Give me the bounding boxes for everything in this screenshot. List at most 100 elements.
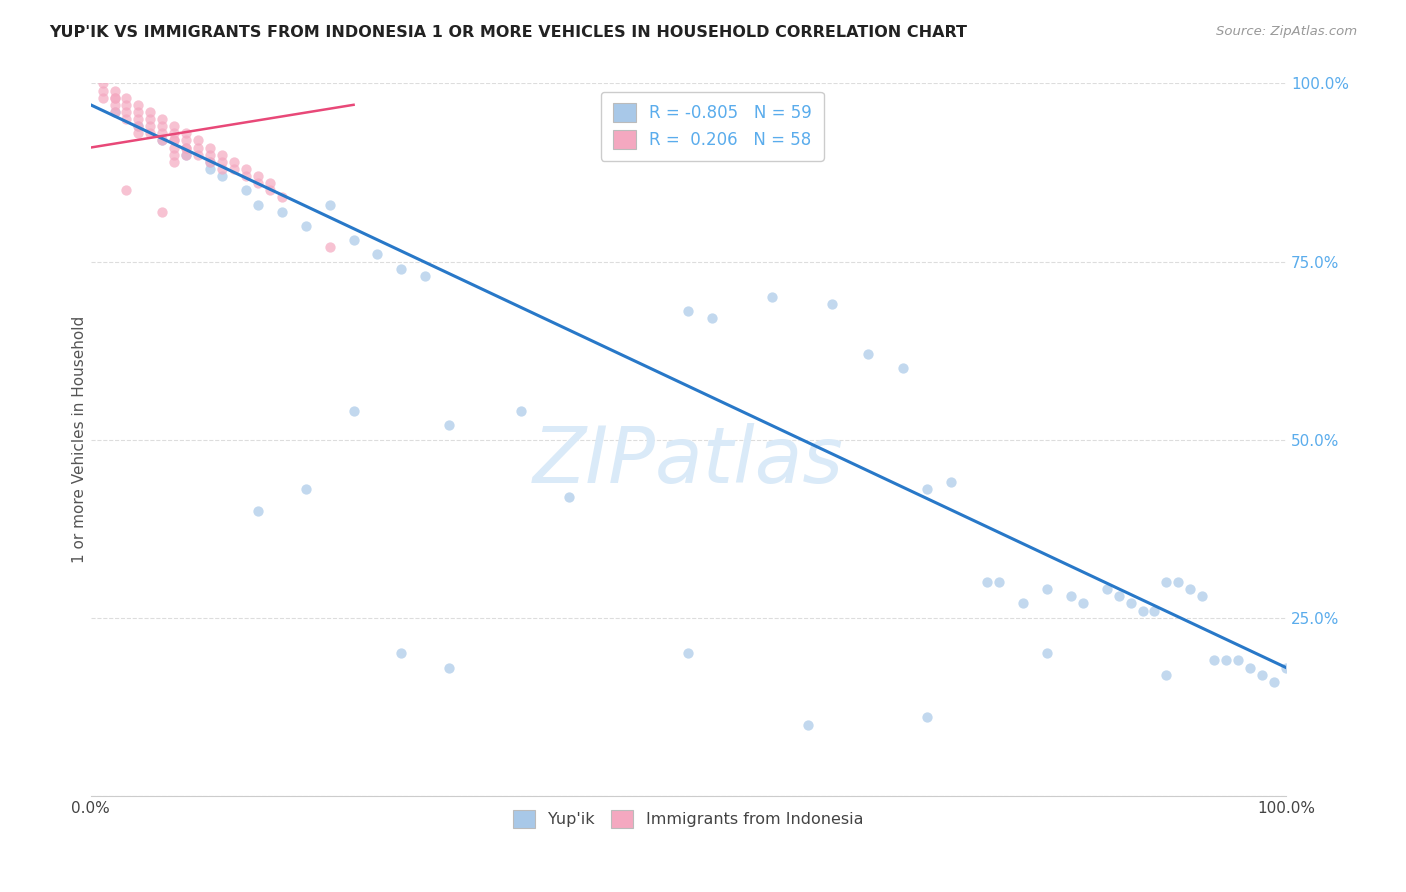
Point <box>1215 653 1237 667</box>
Point <box>976 575 998 590</box>
Point <box>163 133 186 147</box>
Point <box>139 104 162 119</box>
Point <box>366 247 388 261</box>
Point <box>127 119 149 133</box>
Point <box>1156 667 1178 681</box>
Point <box>678 304 700 318</box>
Point <box>150 112 173 126</box>
Point <box>893 361 915 376</box>
Point <box>342 404 364 418</box>
Point <box>198 147 221 161</box>
Point <box>270 204 292 219</box>
Point <box>246 197 269 211</box>
Point <box>761 290 783 304</box>
Point <box>439 660 461 674</box>
Point <box>1191 589 1213 603</box>
Point <box>187 133 209 147</box>
Point <box>1036 582 1059 597</box>
Point <box>389 646 412 660</box>
Point <box>163 147 186 161</box>
Point <box>198 154 221 169</box>
Point <box>91 77 114 91</box>
Point <box>510 404 533 418</box>
Point <box>246 504 269 518</box>
Point <box>91 91 114 105</box>
Point <box>1275 660 1298 674</box>
Point <box>1263 674 1285 689</box>
Legend: Yup'ik, Immigrants from Indonesia: Yup'ik, Immigrants from Indonesia <box>506 804 870 834</box>
Point <box>246 169 269 183</box>
Point <box>222 161 245 176</box>
Point <box>941 475 963 490</box>
Point <box>174 140 197 154</box>
Point <box>103 104 125 119</box>
Point <box>259 183 281 197</box>
Point <box>342 233 364 247</box>
Point <box>1108 589 1130 603</box>
Point <box>1143 603 1166 617</box>
Point <box>1227 653 1250 667</box>
Point <box>198 161 221 176</box>
Point <box>127 119 149 133</box>
Text: ZIPatlas: ZIPatlas <box>533 423 844 499</box>
Point <box>163 126 186 140</box>
Point <box>103 91 125 105</box>
Point <box>127 97 149 112</box>
Point <box>91 84 114 98</box>
Point <box>163 119 186 133</box>
Point <box>150 204 173 219</box>
Point <box>187 147 209 161</box>
Point <box>1095 582 1118 597</box>
Point <box>163 140 186 154</box>
Point <box>103 84 125 98</box>
Point <box>211 147 233 161</box>
Point <box>211 161 233 176</box>
Point <box>821 297 844 311</box>
Point <box>235 183 257 197</box>
Point <box>1167 575 1189 590</box>
Point <box>174 133 197 147</box>
Point <box>294 483 316 497</box>
Point <box>222 154 245 169</box>
Point <box>198 140 221 154</box>
Point <box>1132 603 1154 617</box>
Point <box>1204 653 1226 667</box>
Point <box>1071 596 1094 610</box>
Point <box>150 133 173 147</box>
Point <box>1119 596 1142 610</box>
Point <box>187 140 209 154</box>
Point <box>259 176 281 190</box>
Point <box>198 154 221 169</box>
Point <box>702 311 724 326</box>
Point <box>1251 667 1274 681</box>
Point <box>1239 660 1261 674</box>
Point <box>103 97 125 112</box>
Point <box>139 119 162 133</box>
Point <box>678 646 700 660</box>
Point <box>150 126 173 140</box>
Point <box>235 169 257 183</box>
Point <box>127 126 149 140</box>
Point <box>174 147 197 161</box>
Text: Source: ZipAtlas.com: Source: ZipAtlas.com <box>1216 25 1357 38</box>
Point <box>1156 575 1178 590</box>
Y-axis label: 1 or more Vehicles in Household: 1 or more Vehicles in Household <box>72 316 87 563</box>
Point <box>139 126 162 140</box>
Point <box>318 240 340 254</box>
Point <box>174 126 197 140</box>
Point <box>115 183 138 197</box>
Point <box>127 112 149 126</box>
Point <box>1012 596 1035 610</box>
Point <box>439 418 461 433</box>
Point <box>103 104 125 119</box>
Point <box>917 710 939 724</box>
Point <box>174 140 197 154</box>
Point <box>1180 582 1202 597</box>
Point <box>856 347 879 361</box>
Point <box>389 261 412 276</box>
Point <box>163 154 186 169</box>
Point <box>127 104 149 119</box>
Point <box>139 112 162 126</box>
Point <box>1060 589 1083 603</box>
Point <box>103 91 125 105</box>
